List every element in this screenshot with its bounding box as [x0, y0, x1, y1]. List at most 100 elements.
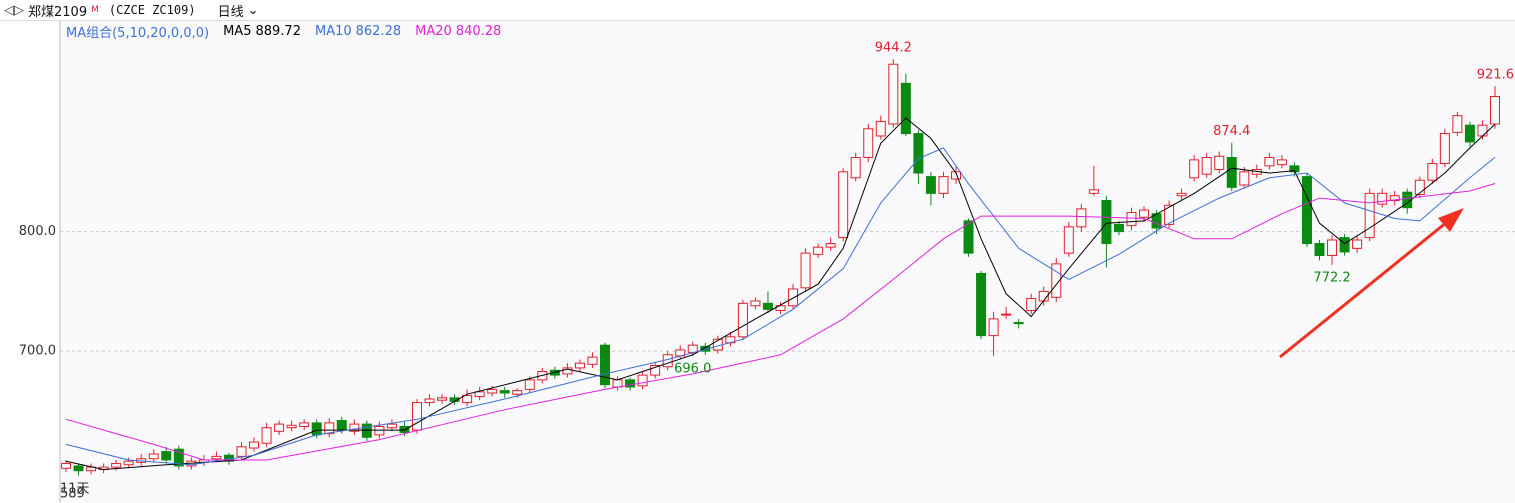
candle-body [311, 422, 322, 436]
ma-line [65, 147, 1496, 466]
candle-body [1126, 211, 1137, 227]
candle-body [574, 362, 585, 369]
candle-body [411, 402, 422, 431]
candle-body [900, 82, 911, 135]
candle-body [61, 463, 71, 469]
candle-body [1464, 124, 1475, 143]
candle-body [1264, 156, 1275, 167]
indicator-label[interactable]: MA组合(5,10,20,0,0,0) [66, 25, 210, 41]
bottom-label: 589 [60, 487, 85, 502]
period-dropdown[interactable]: ⌄ [247, 2, 259, 18]
candle-body [1389, 195, 1400, 202]
candle-body [1176, 192, 1187, 197]
candle-body [1414, 179, 1425, 196]
candle-body [286, 424, 297, 429]
candle-body [73, 465, 84, 472]
candle-body [161, 451, 172, 461]
candle-body [1189, 159, 1200, 179]
candle-body [374, 425, 385, 436]
candle-body [1214, 155, 1225, 170]
candle-body [888, 63, 899, 125]
candle-body [1026, 298, 1037, 312]
candle-body [274, 423, 285, 432]
ma-line [65, 117, 1496, 471]
candle-body [913, 133, 924, 174]
code: (CZCE ZC109) [108, 3, 196, 17]
candle-body [1113, 223, 1124, 233]
candle-body [976, 272, 987, 337]
annotation: 772.2 [1313, 270, 1350, 285]
arrow-shaft [1279, 216, 1453, 359]
candle-body [249, 441, 260, 449]
candle-body [950, 171, 961, 180]
candle-body [1201, 156, 1212, 175]
candle-body [587, 356, 598, 365]
candle-body [737, 302, 748, 338]
candle-body [938, 176, 949, 194]
candle-body [650, 365, 661, 376]
candle-body [1101, 200, 1112, 245]
annotation: 696.0 [674, 361, 711, 376]
candle-body [1314, 243, 1325, 257]
candle-body [1327, 239, 1338, 257]
annotation: 874.4 [1213, 124, 1250, 139]
candle-body [1001, 313, 1012, 316]
header-icon: ◁▷ [4, 2, 24, 18]
candle-body [700, 345, 711, 352]
ma-line [65, 183, 1496, 461]
candle-body [762, 302, 773, 310]
candle-body [524, 379, 535, 390]
candle-body [1339, 237, 1350, 253]
candle-body [1276, 159, 1287, 166]
candle-body [1364, 192, 1375, 239]
candle-body [687, 344, 698, 353]
candle-body [336, 420, 347, 431]
candle-body [775, 305, 786, 312]
candle-body [1139, 209, 1150, 218]
candle-body [487, 388, 498, 394]
legend-name: MA10 [314, 23, 352, 39]
annotation: 944.2 [875, 41, 912, 56]
candle-body [625, 379, 636, 388]
candle-body [1013, 321, 1024, 325]
candle-body [499, 390, 510, 394]
candle-body [512, 390, 523, 395]
legend: MA组合(5,10,20,0,0,0) MA5 889.72 MA10 862.28 M… [66, 22, 501, 41]
legend-name: MA20 [415, 23, 452, 39]
candle-body [1088, 189, 1099, 194]
candle-body [850, 156, 861, 179]
candle-body [211, 455, 222, 460]
candle-body [788, 288, 799, 307]
candle-body [299, 422, 310, 427]
candle-body [462, 394, 473, 404]
candle-body [988, 318, 999, 337]
candle-body [1051, 263, 1062, 298]
candle-body [875, 121, 886, 137]
candle-body [838, 171, 849, 239]
candle-body [261, 427, 272, 444]
period[interactable]: 日线 [217, 4, 244, 20]
candle-body [399, 425, 410, 433]
y-tick-label: 800.0 [19, 224, 56, 239]
candle-body [863, 128, 874, 158]
candle-body [173, 448, 184, 467]
arrow-head [1438, 208, 1464, 232]
symbol-flag: M [91, 5, 99, 15]
symbol[interactable]: 郑煤2109 [28, 4, 88, 20]
candle-body [474, 391, 485, 398]
candle-body [386, 423, 397, 429]
candle-body [349, 423, 360, 432]
candle-body [1452, 115, 1463, 133]
candle-body [1239, 171, 1250, 186]
candle-body [562, 367, 573, 375]
candle-body [1076, 208, 1087, 228]
legend-value: 862.28 [355, 23, 402, 39]
header: ◁▷ 郑煤2109 M (CZCE ZC109) 日线 ⌄ [0, 0, 1515, 21]
candle-body [813, 246, 824, 255]
candle-body [963, 220, 974, 254]
candle-body [750, 300, 761, 307]
candle-body [1477, 124, 1488, 137]
candle-body [1301, 176, 1312, 245]
